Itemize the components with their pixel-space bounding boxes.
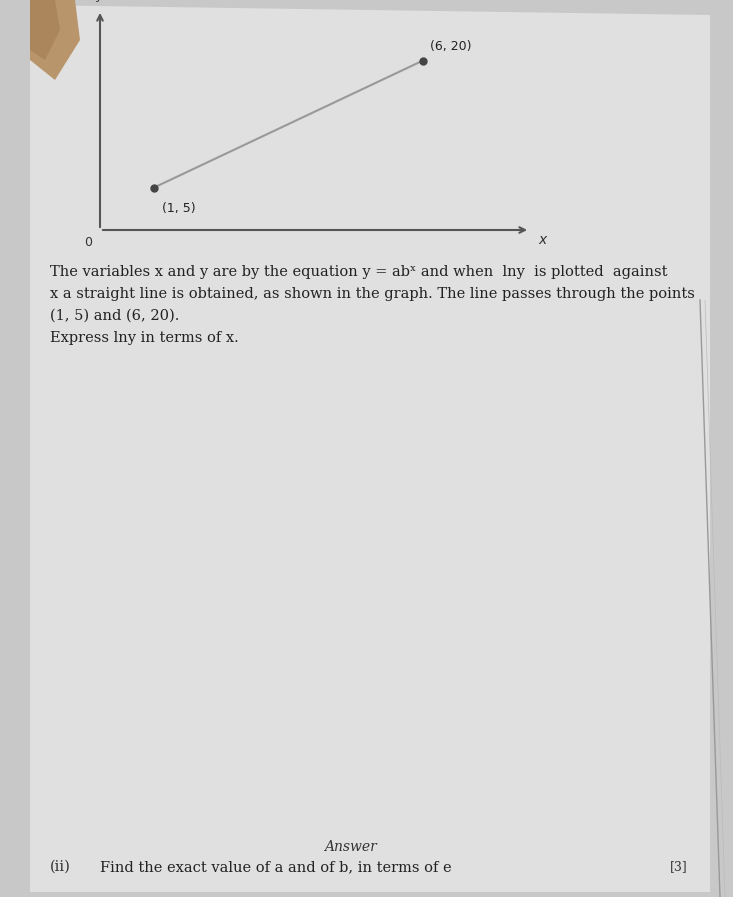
Text: [3]: [3]: [670, 860, 688, 873]
Text: (1, 5): (1, 5): [162, 202, 196, 214]
Text: Express lny in terms of x.: Express lny in terms of x.: [50, 331, 239, 345]
Text: x: x: [538, 233, 546, 247]
Text: The variables x and y are by the equation y = abˣ and when  lny  is plotted  aga: The variables x and y are by the equatio…: [50, 265, 668, 279]
Text: Find the exact value of a and of b, in terms of e: Find the exact value of a and of b, in t…: [100, 860, 452, 874]
Text: x a straight line is obtained, as shown in the graph. The line passes through th: x a straight line is obtained, as shown …: [50, 287, 695, 301]
Text: (ii): (ii): [50, 860, 71, 874]
Polygon shape: [30, 0, 80, 80]
Text: lny: lny: [86, 0, 104, 2]
Text: 0: 0: [84, 236, 92, 248]
Text: (1, 5) and (6, 20).: (1, 5) and (6, 20).: [50, 309, 180, 323]
Polygon shape: [30, 5, 710, 892]
Text: (6, 20): (6, 20): [430, 39, 472, 53]
Polygon shape: [30, 0, 60, 60]
Text: Answer: Answer: [324, 840, 376, 854]
